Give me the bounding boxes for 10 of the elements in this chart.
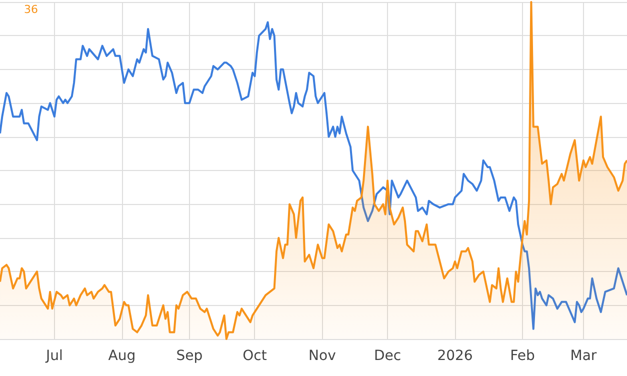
x-tick-label: 2026 bbox=[437, 348, 473, 364]
annotation: 36 bbox=[24, 3, 38, 16]
x-tick-label: Nov bbox=[308, 348, 336, 364]
x-tick-label: Dec bbox=[374, 348, 402, 364]
x-tick-label: Jul bbox=[44, 348, 63, 364]
x-tick-label: Feb bbox=[510, 348, 535, 364]
x-tick-label: Sep bbox=[176, 348, 203, 364]
x-tick-label: Oct bbox=[242, 348, 268, 364]
x-tick-label: Aug bbox=[108, 348, 136, 364]
x-tick-label: Mar bbox=[570, 348, 597, 364]
